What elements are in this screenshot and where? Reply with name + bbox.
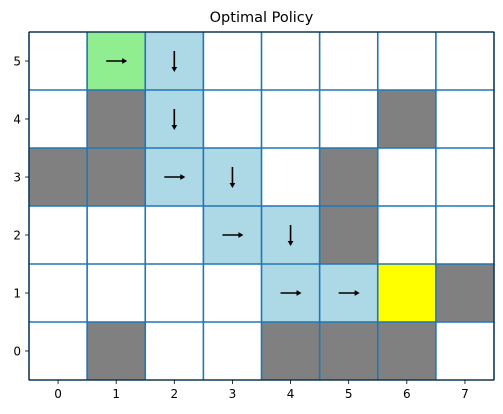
y-tick-label: 2 — [13, 229, 21, 243]
cell-obstacle-1-0 — [87, 322, 146, 380]
arrow-down-4-2 — [287, 225, 294, 246]
cell-goal-6-1 — [377, 264, 436, 322]
x-tick-label: 7 — [461, 387, 469, 401]
cell-obstacle-7-1 — [435, 264, 494, 322]
y-tick-label: 4 — [13, 113, 21, 127]
axes-frame — [28, 31, 495, 381]
chart-title: Optimal Policy — [210, 10, 314, 26]
x-tick-label: 4 — [287, 387, 295, 401]
arrow-right-3-2 — [222, 232, 244, 238]
arrows-layer — [106, 51, 360, 296]
arrow-right-4-1 — [280, 290, 302, 296]
arrow-right-2-3 — [164, 174, 186, 180]
arrow-down-2-4 — [171, 109, 178, 130]
arrow-down-2-5 — [171, 51, 178, 72]
cell-obstacle-4-0 — [261, 322, 320, 380]
cell-obstacle-5-3 — [319, 148, 378, 206]
x-tick-label: 2 — [170, 387, 178, 401]
y-tick-label: 5 — [13, 55, 21, 69]
y-axis: 0 1 2 3 4 5 — [13, 55, 29, 359]
cell-obstacle-5-2 — [319, 206, 378, 264]
y-tick-label: 0 — [13, 345, 21, 359]
x-tick-label: 1 — [112, 387, 120, 401]
cell-obstacle-6-0 — [377, 322, 436, 380]
cell-obstacle-1-3 — [87, 148, 146, 206]
arrow-right-5-1 — [338, 290, 360, 296]
cell-obstacle-0-3 — [29, 148, 88, 206]
y-tick-label: 1 — [13, 287, 21, 301]
y-tick-label: 3 — [13, 171, 21, 185]
x-tick-label: 5 — [345, 387, 353, 401]
x-tick-label: 6 — [403, 387, 411, 401]
arrow-right-1-5 — [106, 58, 128, 64]
x-axis: 0 1 2 3 4 5 6 7 — [54, 380, 469, 401]
x-tick-label: 0 — [54, 387, 62, 401]
cell-obstacle-6-4 — [377, 90, 436, 148]
cell-obstacle-1-4 — [87, 90, 146, 148]
cell-obstacle-5-0 — [319, 322, 378, 380]
cells-layer — [29, 32, 494, 380]
x-tick-label: 3 — [229, 387, 237, 401]
arrow-down-3-3 — [229, 167, 236, 188]
